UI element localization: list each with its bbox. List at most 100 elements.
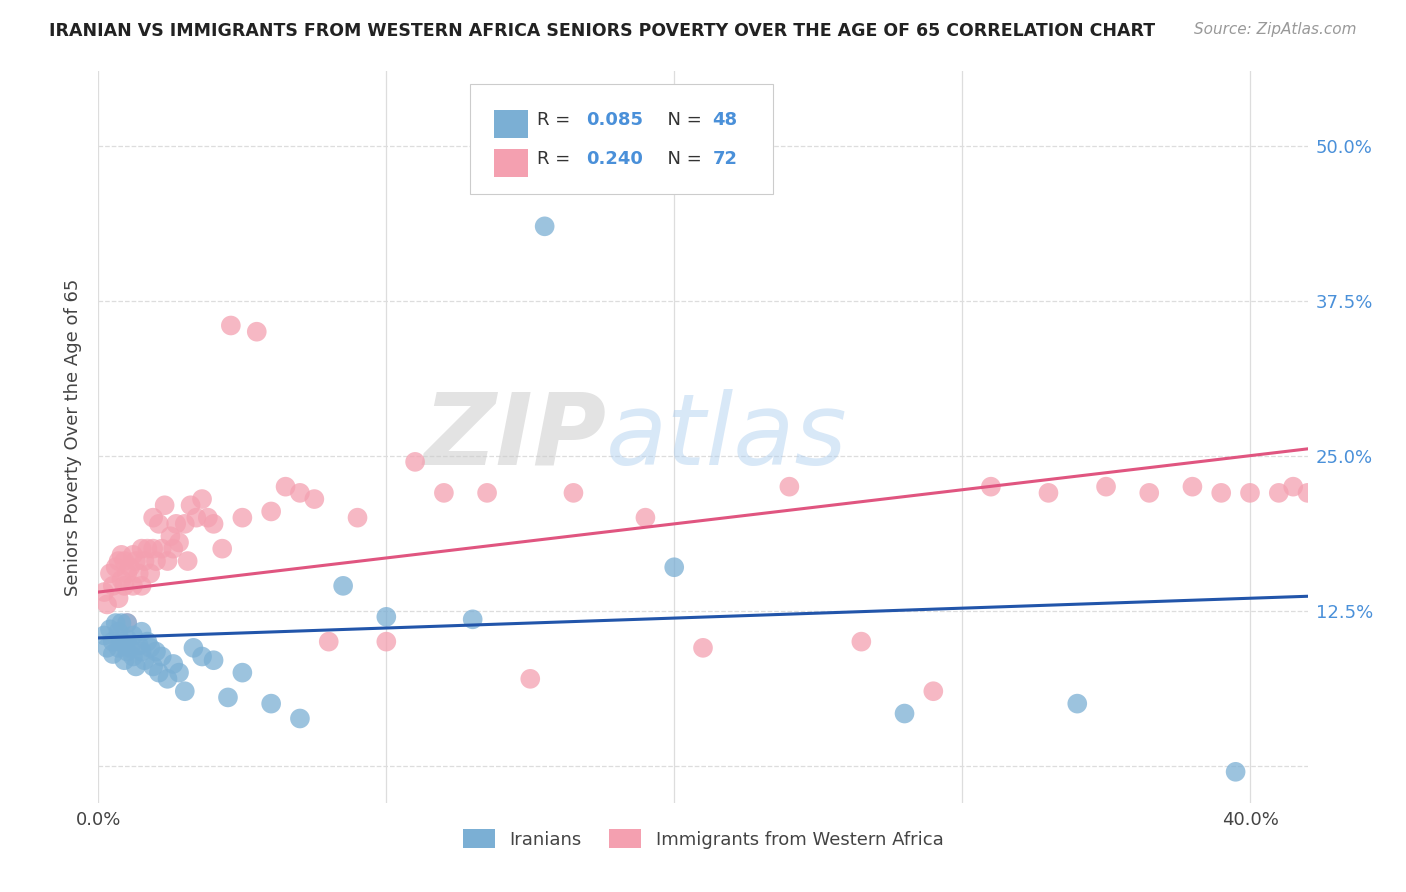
Point xyxy=(153,498,176,512)
FancyBboxPatch shape xyxy=(494,149,527,177)
Point xyxy=(231,510,253,524)
Text: ZIP: ZIP xyxy=(423,389,606,485)
Point xyxy=(404,455,426,469)
Point xyxy=(131,579,153,593)
Point xyxy=(893,706,915,721)
Point xyxy=(197,510,219,524)
Point xyxy=(562,486,585,500)
Point xyxy=(104,560,127,574)
Point xyxy=(165,516,187,531)
Point xyxy=(115,615,138,630)
Point xyxy=(1181,480,1204,494)
Point xyxy=(176,554,198,568)
Point xyxy=(1137,486,1160,500)
Point xyxy=(186,510,208,524)
Point xyxy=(96,598,118,612)
Point xyxy=(107,554,129,568)
Point xyxy=(110,548,132,562)
Point xyxy=(202,516,225,531)
Text: Source: ZipAtlas.com: Source: ZipAtlas.com xyxy=(1194,22,1357,37)
Point xyxy=(288,711,311,725)
Point xyxy=(1268,486,1291,500)
Point xyxy=(191,649,214,664)
Point xyxy=(112,579,135,593)
Point xyxy=(122,649,145,664)
Point xyxy=(433,486,456,500)
Point xyxy=(217,690,239,705)
Point xyxy=(1211,486,1233,500)
Point xyxy=(180,498,202,512)
Point xyxy=(231,665,253,680)
Point xyxy=(107,640,129,655)
Point xyxy=(375,610,398,624)
Text: N =: N = xyxy=(655,112,707,129)
Legend: Iranians, Immigrants from Western Africa: Iranians, Immigrants from Western Africa xyxy=(456,822,950,856)
Point xyxy=(136,541,159,556)
Point xyxy=(851,634,873,648)
Text: N =: N = xyxy=(655,150,707,168)
Point xyxy=(246,325,269,339)
Text: R =: R = xyxy=(537,150,576,168)
Text: R =: R = xyxy=(537,112,576,129)
Point xyxy=(634,510,657,524)
Point xyxy=(142,541,165,556)
Point xyxy=(115,566,138,581)
Point xyxy=(122,628,145,642)
Point xyxy=(150,541,173,556)
Point xyxy=(125,554,148,568)
Point xyxy=(115,615,138,630)
Point xyxy=(778,480,800,494)
Point xyxy=(101,634,124,648)
Point xyxy=(1038,486,1060,500)
Point xyxy=(128,638,150,652)
Point xyxy=(98,622,121,636)
Point xyxy=(346,510,368,524)
Point xyxy=(304,491,326,506)
Point xyxy=(1296,486,1319,500)
Point xyxy=(134,653,156,667)
Point xyxy=(1239,486,1261,500)
Point xyxy=(1095,480,1118,494)
Point xyxy=(136,634,159,648)
Point xyxy=(122,548,145,562)
Point xyxy=(167,665,190,680)
Point xyxy=(159,529,181,543)
Point xyxy=(183,640,205,655)
Point xyxy=(142,510,165,524)
Point xyxy=(120,560,142,574)
Point xyxy=(664,560,686,574)
Point xyxy=(120,640,142,655)
Point xyxy=(107,591,129,606)
Point xyxy=(922,684,945,698)
Text: IRANIAN VS IMMIGRANTS FROM WESTERN AFRICA SENIORS POVERTY OVER THE AGE OF 65 COR: IRANIAN VS IMMIGRANTS FROM WESTERN AFRIC… xyxy=(49,22,1156,40)
Point xyxy=(139,640,162,655)
FancyBboxPatch shape xyxy=(494,110,527,138)
Point xyxy=(150,649,173,664)
Point xyxy=(318,634,340,648)
Point xyxy=(162,541,184,556)
Point xyxy=(288,486,311,500)
Point xyxy=(1066,697,1088,711)
Point xyxy=(110,634,132,648)
Point xyxy=(332,579,354,593)
Point xyxy=(260,504,283,518)
FancyBboxPatch shape xyxy=(470,84,773,194)
Point xyxy=(156,554,179,568)
Text: 72: 72 xyxy=(713,150,738,168)
Point xyxy=(131,624,153,639)
Point xyxy=(104,615,127,630)
Point xyxy=(219,318,242,333)
Point xyxy=(260,697,283,711)
Point xyxy=(115,632,138,647)
Point xyxy=(692,640,714,655)
Point xyxy=(148,665,170,680)
Point xyxy=(191,491,214,506)
Point xyxy=(128,566,150,581)
Point xyxy=(110,573,132,587)
Point xyxy=(131,541,153,556)
Point xyxy=(173,516,195,531)
Point xyxy=(148,516,170,531)
Point xyxy=(96,640,118,655)
Text: atlas: atlas xyxy=(606,389,848,485)
Point xyxy=(115,644,138,658)
